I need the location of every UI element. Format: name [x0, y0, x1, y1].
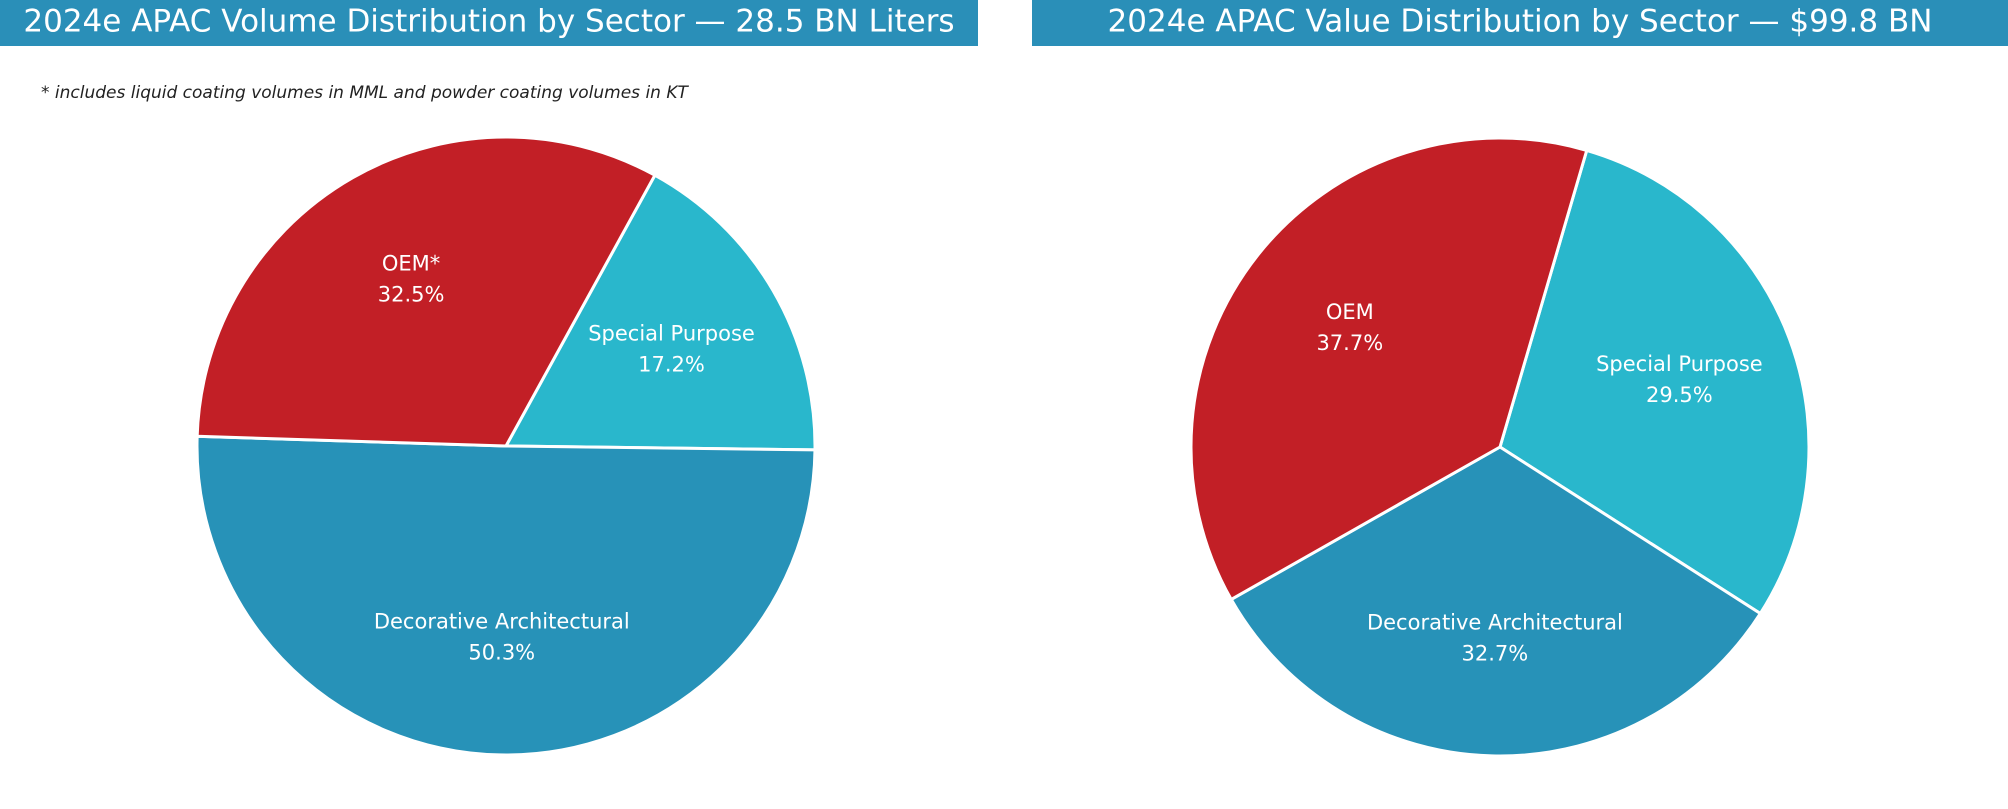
title-bar: [1032, 0, 2008, 46]
slice-value-label: 37.7%: [1316, 331, 1383, 355]
slice-label: Special Purpose: [1596, 352, 1763, 376]
footnote: * includes liquid coating volumes in MML…: [41, 83, 689, 103]
slice-value-label: 32.5%: [378, 283, 445, 307]
slice-label: OEM: [1326, 300, 1374, 324]
slice-label: Decorative Architectural: [374, 610, 630, 634]
pie-slice: [503, 173, 817, 452]
chart-title: 2024e APAC Volume Distribution by Sector…: [23, 4, 954, 40]
slice-value-label: 32.7%: [1462, 642, 1529, 666]
slice-label: Decorative Architectural: [1367, 611, 1623, 635]
slice-label: OEM*: [382, 252, 440, 276]
slice-value-label: 17.2%: [638, 353, 705, 377]
slice-value-label: 29.5%: [1646, 383, 1713, 407]
slice-value-label: 50.3%: [468, 641, 535, 665]
pie-slice: [1498, 148, 1811, 616]
pie-slice: [195, 135, 657, 448]
pie-slice: [1189, 136, 1589, 602]
pie-slice: [195, 434, 817, 757]
title-bar: [0, 0, 978, 46]
chart-title: 2024e APAC Value Distribution by Sector …: [1108, 4, 1933, 40]
slice-label: Special Purpose: [588, 322, 755, 346]
pie-slice: [1229, 445, 1763, 758]
